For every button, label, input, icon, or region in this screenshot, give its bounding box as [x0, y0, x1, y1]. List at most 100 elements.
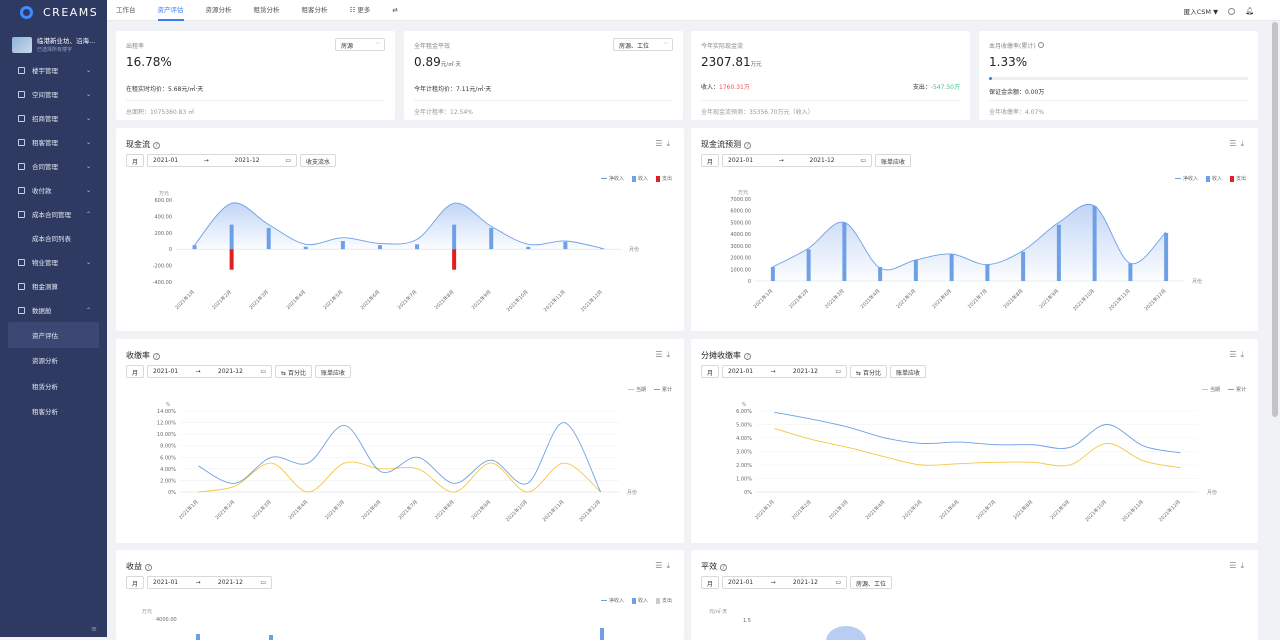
sidebar-item-label: 合同管理	[32, 163, 58, 171]
mode-select[interactable]: 账单应收	[314, 365, 351, 378]
help-icon[interactable]: ?	[153, 353, 160, 360]
period-select[interactable]: 月	[701, 576, 720, 589]
y-tick-label: 0%	[744, 490, 752, 496]
period-select[interactable]: 月	[701, 365, 720, 378]
date-range[interactable]: 2021-01 → 2021-12 ▭	[722, 154, 873, 167]
help-icon[interactable]: ?	[145, 564, 152, 571]
period-select[interactable]: 月	[126, 576, 145, 589]
sidebar-sub-item[interactable]: 资源分析	[32, 357, 58, 366]
sidebar-sub-item[interactable]: 租赁分析	[32, 382, 58, 391]
y-tick-label: 4.00%	[160, 467, 176, 473]
bell-icon[interactable]: 🔔︎	[1245, 7, 1254, 15]
panel-tools[interactable]: ☰⤓	[655, 350, 674, 359]
panel-title: 现金流?	[126, 140, 160, 149]
x-tick-label: 2021年10月	[504, 498, 529, 523]
panel-tools[interactable]: ☰⤓	[1229, 139, 1248, 148]
chevron-icon: ⌄	[85, 162, 91, 170]
sidebar-item[interactable]: 空间管理 ⌄	[0, 82, 107, 106]
tab-item[interactable]: ⇄	[392, 5, 398, 14]
settings-icon[interactable]	[1228, 7, 1236, 15]
menu-item-icon	[18, 306, 25, 314]
series-line-净收入	[772, 204, 1167, 271]
kpi-select[interactable]: 房源	[335, 38, 385, 51]
chevron-icon: ⌄	[85, 66, 91, 74]
date-range[interactable]: 2021-01 → 2021-12 ▭	[147, 365, 273, 378]
date-range[interactable]: 2021-01 → 2021-12 ▭	[147, 576, 273, 589]
percent-toggle[interactable]: ⇆ 百分比	[275, 365, 312, 378]
y-tick-label: -400.00	[153, 280, 172, 286]
x-tick-label: 2021年8月	[1002, 287, 1025, 310]
sidebar-item[interactable]: 招商管理 ⌄	[0, 106, 107, 130]
x-tick-label: 2021年7月	[975, 498, 998, 521]
date-range[interactable]: 2021-01 → 2021-12 ▭	[722, 576, 848, 589]
period-select[interactable]: 月	[126, 365, 145, 378]
y-tick-label: 6.00%	[736, 409, 752, 415]
sidebar-item[interactable]: 租客管理 ⌄	[0, 130, 107, 154]
chevron-icon: ⌄	[85, 114, 91, 122]
help-icon[interactable]	[1037, 42, 1044, 48]
menu-item-icon	[18, 114, 25, 122]
sidebar-sub-item[interactable]: 资产评估	[8, 322, 99, 348]
panel-cashflow: 现金流? ☰⤓ 月 2021-01 → 2021-12 ▭ 收支流水 净收入 收入 支出 …	[116, 128, 684, 331]
x-tick-label: 2021年12月	[1157, 498, 1182, 523]
tab-item[interactable]: 租赁分析	[253, 5, 280, 14]
panel-tools[interactable]: ☰⤓	[1229, 350, 1248, 359]
mode-select[interactable]: 房源、工位	[850, 576, 893, 589]
panel-tools[interactable]: ☰⤓	[655, 139, 674, 148]
x-tick-label: 2021年6月	[938, 498, 961, 521]
tab-item[interactable]: 工作台	[116, 5, 136, 14]
mode-select[interactable]: 账单应收	[875, 154, 912, 167]
menu-collapse-icon[interactable]: ≡	[91, 625, 97, 633]
page-scrollbar[interactable]	[1272, 22, 1278, 417]
panel-tools[interactable]: ☰⤓	[655, 561, 674, 570]
y-tick-label: 5000.00	[730, 220, 751, 226]
y-tick-label: 10.00%	[157, 432, 176, 438]
percent-toggle[interactable]: ⇆ 百分比	[850, 365, 887, 378]
tab-item[interactable]: 资产评估	[157, 0, 184, 21]
sidebar-sub-cost-list[interactable]: 成本合同列表	[32, 235, 71, 243]
efficiency-area-partial	[826, 626, 866, 640]
help-icon[interactable]: ?	[744, 353, 751, 360]
sidebar-item[interactable]: 合同管理 ⌄	[0, 154, 107, 178]
sidebar-item[interactable]: 收付款 ⌄	[0, 178, 107, 202]
bar-收入	[913, 259, 918, 281]
tab-item[interactable]: 资源分析	[205, 5, 232, 14]
sidebar-item[interactable]: 楼宇管理 ⌄	[0, 58, 107, 82]
kpi-rent-efficiency: 全年租金平效 房源、工位 0.89元/㎡·天 今年计租均价：7.11元/㎡·天 …	[404, 31, 683, 120]
tab-item[interactable]: 租客分析	[301, 5, 328, 14]
kpi-select[interactable]: 房源、工位	[613, 38, 673, 51]
bar-收入	[1021, 251, 1026, 281]
sidebar-sub-item[interactable]: 租客分析	[32, 408, 58, 417]
period-select[interactable]: 月	[701, 154, 720, 167]
period-select[interactable]: 月	[126, 154, 145, 167]
help-icon[interactable]: ?	[720, 564, 727, 571]
x-tick-label: 2021年1月	[752, 287, 775, 310]
date-range[interactable]: 2021-01 → 2021-12 ▭	[147, 154, 298, 167]
bar-收入	[192, 245, 197, 250]
brand-logo[interactable]: CREAMS	[0, 0, 107, 24]
y-tick-label: 4000.00	[156, 617, 177, 623]
mode-select[interactable]: 账单应收	[889, 365, 926, 378]
kpi-label: 全年租金平效	[414, 43, 451, 50]
tab-item[interactable]: ☷ 更多	[349, 5, 371, 14]
project-selector[interactable]: 临港新业坊、沿海... 已选择所有楼宇	[0, 24, 107, 58]
panel-title: 现金流预测?	[701, 140, 751, 149]
logo-icon	[20, 5, 33, 19]
user-menu[interactable]: 匿入CSM ▼	[1183, 8, 1219, 16]
sidebar-item[interactable]: 数据舱 ⌃	[0, 298, 107, 322]
sidebar-item[interactable]: 物业管理 ⌄	[0, 250, 107, 274]
date-range[interactable]: 2021-01 → 2021-12 ▭	[722, 365, 848, 378]
bar-partial	[600, 628, 604, 640]
panel-title: 分摊收缴率?	[701, 351, 751, 360]
x-tick-label: 2021年8月	[433, 498, 456, 521]
bar-收入	[1092, 206, 1097, 281]
help-icon[interactable]: ?	[153, 142, 160, 149]
help-icon[interactable]: ?	[744, 142, 751, 149]
sidebar-item[interactable]: 成本合同管理 ⌃	[0, 202, 107, 226]
mode-select[interactable]: 收支流水	[300, 154, 337, 167]
panel-tools[interactable]: ☰⤓	[1229, 561, 1248, 570]
y-tick-label: 4.00%	[736, 436, 752, 442]
x-tick-label: 2021年9月	[1049, 498, 1072, 521]
sidebar-item[interactable]: 租金测算	[0, 274, 107, 298]
